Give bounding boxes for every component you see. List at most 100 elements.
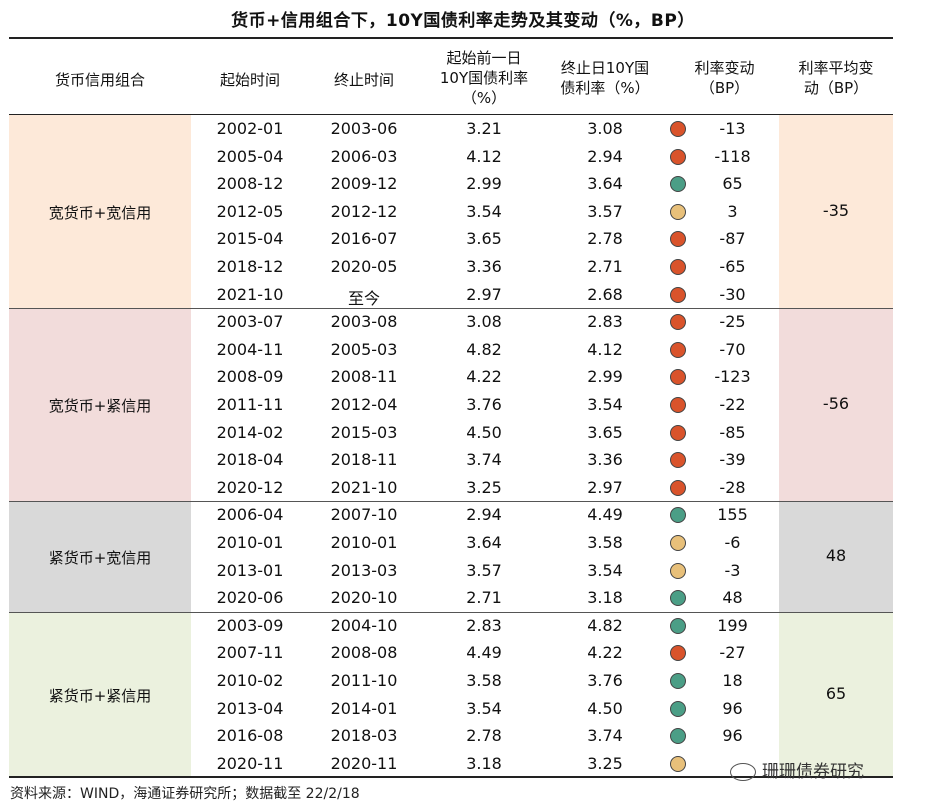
cell-chg: -3 bbox=[724, 560, 741, 580]
change-indicator-dot bbox=[670, 286, 686, 303]
avg-band bbox=[779, 611, 893, 778]
cell-start: 2003-09 bbox=[216, 615, 284, 635]
cell-start: 2015-04 bbox=[216, 229, 284, 249]
cell-start: 2018-04 bbox=[216, 450, 284, 470]
cell-start: 2008-09 bbox=[216, 367, 284, 387]
group-avg-change: -56 bbox=[822, 393, 850, 413]
cell-end: 2020-10 bbox=[330, 588, 398, 608]
cell-prev: 3.74 bbox=[466, 450, 502, 470]
cell-start: 2005-04 bbox=[216, 146, 284, 166]
cell-end: 2012-04 bbox=[330, 395, 398, 414]
cell-end: 2006-03 bbox=[330, 146, 398, 166]
cell-prev: 3.64 bbox=[466, 533, 502, 552]
change-indicator-dot bbox=[670, 259, 686, 275]
header-prev-rate: 起始前一日 10Y国债利率 （%） bbox=[439, 49, 529, 107]
header-change: 利率变动 （BP） bbox=[694, 59, 755, 97]
cell-start: 2020-06 bbox=[216, 588, 284, 608]
header-end: 终止时间 bbox=[333, 71, 394, 89]
cell-chg: 96 bbox=[722, 726, 743, 746]
table-title: 货币+信用组合下，10Y国债利率走势及其变动（%，BP） bbox=[231, 11, 695, 31]
cell-start: 2010-01 bbox=[216, 533, 284, 552]
cell-endr: 4.49 bbox=[587, 505, 623, 525]
cell-prev: 3.25 bbox=[466, 477, 502, 497]
change-indicator-dot bbox=[670, 535, 686, 551]
cell-endr: 3.57 bbox=[587, 201, 623, 221]
change-indicator-dot bbox=[670, 617, 686, 634]
cell-end: 2008-11 bbox=[330, 367, 398, 387]
cell-start: 2002-01 bbox=[216, 119, 284, 138]
cell-start: 2010-02 bbox=[216, 671, 284, 690]
cell-start: 2013-01 bbox=[216, 560, 284, 580]
group-avg-change: 65 bbox=[825, 683, 847, 703]
cell-end: 2021-10 bbox=[330, 477, 398, 497]
cell-prev: 4.50 bbox=[466, 422, 502, 442]
cell-start: 2021-10 bbox=[216, 284, 284, 304]
group-band bbox=[9, 115, 191, 309]
cell-end: 2016-07 bbox=[330, 229, 398, 249]
cell-endr: 3.18 bbox=[587, 588, 623, 608]
cell-endr: 2.83 bbox=[587, 312, 623, 332]
change-indicator-dot bbox=[670, 479, 686, 496]
change-indicator-dot bbox=[670, 755, 686, 772]
change-indicator-dot bbox=[670, 203, 686, 220]
cell-prev: 2.97 bbox=[466, 284, 502, 304]
cell-endr: 3.76 bbox=[587, 671, 623, 690]
cell-prev: 3.54 bbox=[466, 698, 502, 718]
cell-prev: 4.82 bbox=[466, 339, 502, 359]
cell-start: 2020-12 bbox=[216, 477, 284, 497]
cell-end: 2011-10 bbox=[330, 671, 398, 690]
cell-prev: 4.49 bbox=[466, 643, 502, 663]
cell-chg: -118 bbox=[714, 146, 751, 166]
cell-end: 2007-10 bbox=[330, 505, 398, 525]
cell-prev: 2.94 bbox=[466, 505, 502, 525]
cell-start: 2011-11 bbox=[216, 395, 284, 414]
cell-endr: 3.54 bbox=[587, 395, 623, 414]
cell-end: 2008-08 bbox=[330, 643, 398, 663]
cell-end: 2013-03 bbox=[330, 560, 398, 580]
cell-end: 至今 bbox=[347, 288, 380, 308]
cell-start: 2020-11 bbox=[216, 753, 284, 773]
cell-prev: 3.21 bbox=[466, 119, 502, 138]
cell-endr: 3.74 bbox=[587, 726, 623, 746]
cell-prev: 2.71 bbox=[466, 588, 502, 608]
cell-prev: 2.99 bbox=[466, 174, 502, 194]
cell-end: 2012-12 bbox=[330, 201, 398, 221]
cell-end: 2018-03 bbox=[330, 726, 398, 746]
cell-prev: 3.65 bbox=[466, 229, 502, 249]
cell-endr: 3.08 bbox=[587, 119, 623, 138]
cell-end: 2014-01 bbox=[330, 698, 398, 718]
change-indicator-dot bbox=[670, 424, 686, 441]
cell-chg: 18 bbox=[722, 671, 743, 690]
group-label: 宽货币+宽信用 bbox=[48, 203, 152, 222]
cell-chg: -30 bbox=[719, 284, 746, 304]
cell-start: 2004-11 bbox=[216, 339, 284, 359]
cell-end: 2009-12 bbox=[330, 174, 398, 194]
cell-endr: 4.82 bbox=[587, 615, 623, 635]
watermark: 珊珊债券研究 bbox=[730, 757, 864, 782]
cell-chg: 155 bbox=[717, 505, 748, 525]
cell-end: 2005-03 bbox=[330, 339, 398, 359]
cell-chg: -27 bbox=[719, 643, 746, 663]
group-band bbox=[9, 501, 191, 612]
group-label: 紧货币+宽信用 bbox=[48, 548, 152, 567]
cell-end: 2010-01 bbox=[330, 533, 398, 552]
change-indicator-dot bbox=[670, 397, 686, 413]
group-label: 宽货币+紧信用 bbox=[48, 396, 152, 415]
group-separator bbox=[9, 501, 893, 503]
wechat-icon bbox=[730, 763, 756, 781]
cell-chg: 65 bbox=[722, 174, 743, 194]
change-indicator-dot bbox=[670, 148, 686, 165]
cell-endr: 3.65 bbox=[587, 422, 623, 442]
bottom-rule bbox=[9, 776, 893, 778]
change-indicator-dot bbox=[670, 673, 686, 689]
cell-start: 2012-05 bbox=[216, 201, 284, 221]
cell-end: 2015-03 bbox=[330, 422, 398, 442]
source-note: 资料来源：WIND，海通证券研究所；数据截至 22/2/18 bbox=[10, 786, 360, 802]
change-indicator-dot bbox=[670, 590, 686, 607]
avg-band bbox=[779, 308, 893, 502]
header-end-rate: 终止日10Y国 债利率（%） bbox=[560, 59, 650, 97]
cell-endr: 3.36 bbox=[587, 450, 623, 470]
header-combo: 货币信用组合 bbox=[54, 71, 145, 89]
change-indicator-dot bbox=[670, 121, 686, 137]
cell-prev: 4.22 bbox=[466, 367, 502, 387]
